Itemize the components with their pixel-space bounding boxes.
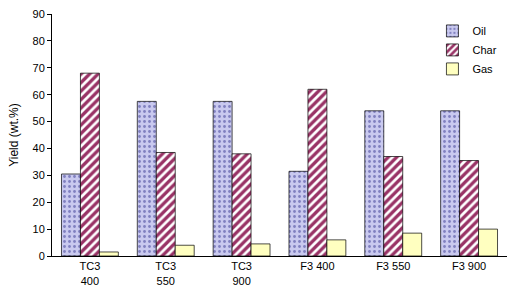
svg-text:40: 40	[33, 142, 45, 154]
svg-text:10: 10	[33, 223, 45, 235]
svg-text:30: 30	[33, 169, 45, 181]
svg-text:TC3400: TC3400	[80, 260, 101, 286]
svg-text:F3 400: F3 400	[300, 260, 334, 272]
svg-text:20: 20	[33, 196, 45, 208]
svg-text:Gas: Gas	[472, 63, 493, 75]
svg-text:TC3550: TC3550	[155, 260, 176, 286]
svg-text:90: 90	[33, 8, 45, 20]
svg-text:60: 60	[33, 89, 45, 101]
svg-text:Oil: Oil	[472, 25, 485, 37]
svg-text:F3 550: F3 550	[376, 260, 410, 272]
svg-text:Char: Char	[472, 44, 496, 56]
svg-text:0: 0	[39, 250, 45, 262]
svg-text:50: 50	[33, 115, 45, 127]
svg-text:80: 80	[33, 35, 45, 47]
svg-text:70: 70	[33, 62, 45, 74]
svg-text:F3 900: F3 900	[452, 260, 486, 272]
svg-text:TC3900: TC3900	[231, 260, 252, 286]
svg-text:Yield (wt.%): Yield (wt.%)	[7, 103, 21, 167]
